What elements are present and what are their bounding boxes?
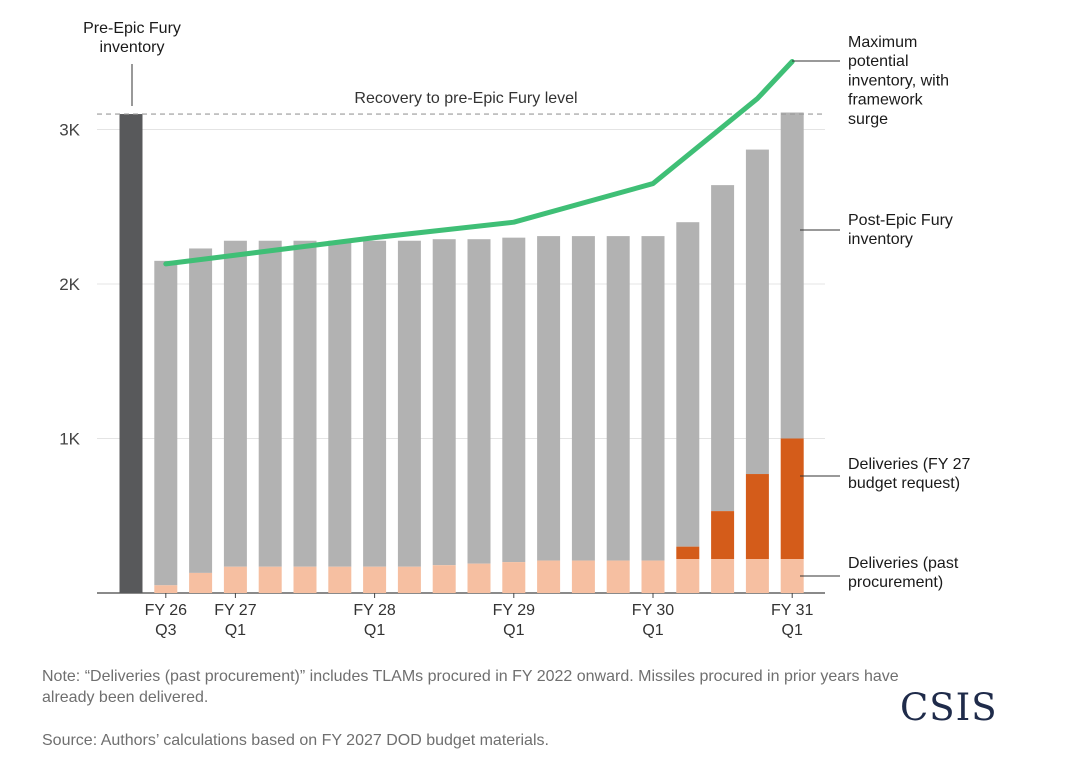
fy27-delivery-label: budget request)	[848, 475, 960, 492]
x-tick-label: FY 26	[145, 602, 188, 619]
past-procurement-bar	[154, 585, 178, 593]
post-epic-fury-bar	[432, 239, 456, 566]
max-potential-label: inventory, with	[848, 72, 949, 89]
chart-source: Source: Authors’ calculations based on F…	[42, 732, 549, 749]
post-epic-fury-bar	[571, 236, 595, 561]
x-tick-label: FY 31	[771, 602, 814, 619]
x-tick-label: Q1	[782, 622, 803, 639]
recovery-reference-label: Recovery to pre-Epic Fury level	[354, 90, 577, 107]
post-epic-fury-bar	[745, 149, 769, 475]
post-epic-fury-bar	[676, 222, 700, 547]
post-epic-fury-bar	[328, 240, 352, 567]
past-procurement-bar	[571, 560, 595, 593]
y-tick-label: 1K	[59, 430, 80, 449]
past-procurement-bar	[223, 566, 247, 593]
x-tick-label: Q1	[642, 622, 663, 639]
past-procurement-label: procurement)	[848, 574, 943, 591]
post-epic-fury-bar	[397, 240, 421, 567]
post-epic-fury-bar	[537, 236, 561, 561]
post-epic-fury-label: inventory	[848, 231, 913, 248]
post-epic-fury-bar	[189, 248, 213, 573]
pre-epic-fury-bar	[119, 114, 143, 594]
max-potential-label: potential	[848, 53, 909, 70]
post-epic-fury-bar	[467, 239, 491, 564]
post-epic-fury-bar	[293, 240, 317, 567]
x-tick-label: Q3	[155, 622, 176, 639]
past-procurement-bar	[780, 559, 804, 593]
x-tick-label: FY 29	[493, 602, 536, 619]
x-tick-label: FY 27	[214, 602, 257, 619]
past-procurement-bar	[363, 566, 387, 593]
past-procurement-bar	[676, 559, 700, 593]
post-epic-fury-bar	[641, 236, 665, 561]
pre-epic-fury-label: Pre-Epic Fury	[83, 20, 181, 37]
x-tick-label: FY 30	[632, 602, 675, 619]
max-potential-label: framework	[848, 92, 924, 109]
x-tick-label: FY 28	[353, 602, 396, 619]
past-procurement-label: Deliveries (past	[848, 555, 959, 572]
x-tick-label: Q1	[503, 622, 524, 639]
x-tick-label: Q1	[364, 622, 385, 639]
fy27-delivery-bar	[745, 474, 769, 560]
post-epic-fury-bar	[711, 185, 735, 512]
post-epic-fury-label: Post-Epic Fury	[848, 212, 953, 229]
y-tick-label: 2K	[59, 275, 80, 294]
past-procurement-bar	[467, 563, 491, 593]
post-epic-fury-bar	[606, 236, 630, 561]
past-procurement-bar	[328, 566, 352, 593]
post-epic-fury-bar	[223, 240, 247, 567]
csis-logo: CSIS	[900, 686, 998, 729]
past-procurement-bar	[258, 566, 282, 593]
past-procurement-bar	[293, 566, 317, 593]
post-epic-fury-bar	[363, 240, 387, 567]
max-potential-label: Maximum	[848, 34, 917, 51]
past-procurement-bar	[189, 572, 213, 593]
inventory-chart: 1K 2K 3K Recovery to pre-Epic Fury level FY …	[59, 20, 971, 639]
pre-epic-fury-label: inventory	[100, 39, 165, 56]
x-tick-label: Q1	[225, 622, 246, 639]
post-epic-fury-bar	[780, 112, 804, 439]
chart-note: Note: “Deliveries (past procurement)” in…	[42, 668, 899, 706]
past-procurement-bar	[745, 559, 769, 593]
y-tick-label: 3K	[59, 121, 80, 140]
fy27-delivery-label: Deliveries (FY 27	[848, 456, 971, 473]
fy27-delivery-bar	[780, 438, 804, 560]
fy27-delivery-bar	[711, 511, 735, 560]
past-procurement-bar	[711, 559, 735, 593]
past-procurement-bar	[397, 566, 421, 593]
past-procurement-bar	[537, 560, 561, 593]
fy27-delivery-bar	[676, 546, 700, 560]
past-procurement-bar	[641, 560, 665, 593]
past-procurement-bar	[502, 562, 526, 593]
max-potential-label: surge	[848, 111, 888, 128]
max-potential-inventory-line	[163, 59, 795, 267]
past-procurement-bar	[606, 560, 630, 593]
past-procurement-bar	[432, 565, 456, 593]
post-epic-fury-bar	[502, 237, 526, 563]
post-epic-fury-bar	[154, 260, 178, 586]
post-epic-fury-bar	[258, 240, 282, 567]
